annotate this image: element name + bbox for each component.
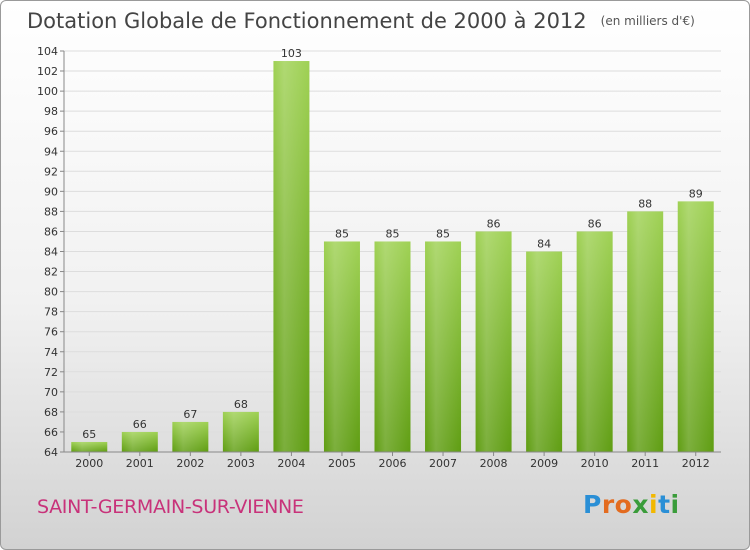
y-tick-label: 76 [44,326,58,339]
x-tick-label: 2000 [75,457,103,470]
bar-value-label: 84 [537,238,551,251]
logo-letter: o [614,490,633,519]
logo-letter: P [583,490,602,519]
x-tick-label: 2006 [379,457,407,470]
y-tick-label: 100 [37,85,58,98]
x-tick-label: 2005 [328,457,356,470]
y-tick-label: 84 [44,246,58,259]
y-tick-label: 82 [44,266,58,279]
x-tick-label: 2009 [530,457,558,470]
bar-value-label: 65 [82,428,96,441]
bar-highlight [677,201,714,452]
bar-value-label: 85 [335,227,349,240]
chart-title-text: Dotation Globale de Fonctionnement de 20… [27,9,587,33]
bar-highlight [627,211,664,452]
logo-letter: x [632,490,649,519]
x-axis: 2000 2001 2002 2003 2004 2005 2006 2007 2008 2009… [64,451,721,470]
logo-letter: t [658,490,671,519]
bar-highlight [222,411,259,452]
y-tick-label: 78 [44,306,58,319]
y-tick-label: 74 [44,346,58,359]
bars: 65 66 67 68 103 85 85 85 86 84 86 88 89 [71,47,714,453]
x-tick-label: 2012 [682,457,710,470]
bar-highlight [121,431,158,452]
x-tick-label: 2007 [429,457,457,470]
bar-highlight [576,231,613,452]
y-tick-label: 102 [37,65,58,78]
y-tick-label: 68 [44,406,58,419]
x-tick-label: 2010 [581,457,609,470]
logo-letter: i [649,490,659,519]
x-tick-label: 2008 [480,457,508,470]
bar-value-label: 103 [281,47,302,60]
chart-title: Dotation Globale de Fonctionnement de 20… [27,9,695,33]
bar-value-label: 85 [386,227,400,240]
y-tick-label: 92 [44,165,58,178]
x-tick-label: 2001 [126,457,154,470]
y-tick-label: 66 [44,426,58,439]
y-tick-label: 88 [44,205,58,218]
y-tick-label: 96 [44,125,58,138]
logo-letter: i [670,490,680,519]
y-axis: 64 66 68 70 72 74 76 78 80 82 84 86 88 90 92 94 96 98 100 1… [37,45,65,459]
y-tick-label: 98 [44,105,58,118]
y-tick-label: 70 [44,386,58,399]
y-tick-label: 104 [37,45,58,58]
x-tick-label: 2011 [631,457,659,470]
bar-value-label: 85 [436,227,450,240]
y-tick-label: 80 [44,286,58,299]
bar-highlight [374,241,411,452]
bar-highlight [526,251,563,452]
bar-value-label: 67 [183,408,197,421]
city-name: SAINT-GERMAIN-SUR-VIENNE [37,496,304,518]
y-tick-label: 90 [44,185,58,198]
y-tick-label: 86 [44,225,58,238]
bar-value-label: 66 [133,418,147,431]
x-tick-label: 2002 [176,457,204,470]
chart-unit: (en milliers d'€) [600,14,695,28]
x-tick-label: 2004 [277,457,305,470]
bar-value-label: 86 [487,217,501,230]
bar-value-label: 68 [234,398,248,411]
bar-value-label: 89 [689,187,703,200]
y-tick-label: 94 [44,145,58,158]
bar-highlight [425,241,462,452]
bar-value-label: 86 [588,217,602,230]
proxiti-logo: Proxiti [583,490,680,519]
bar-highlight [71,441,108,452]
y-tick-label: 72 [44,366,58,379]
x-tick-label: 2003 [227,457,255,470]
bar-highlight [475,231,512,452]
bar-highlight [172,421,209,452]
bar-highlight [273,61,310,453]
bar-value-label: 88 [638,197,652,210]
y-tick-label: 64 [44,446,58,459]
logo-letter: r [601,490,615,519]
bar-highlight [323,241,360,452]
